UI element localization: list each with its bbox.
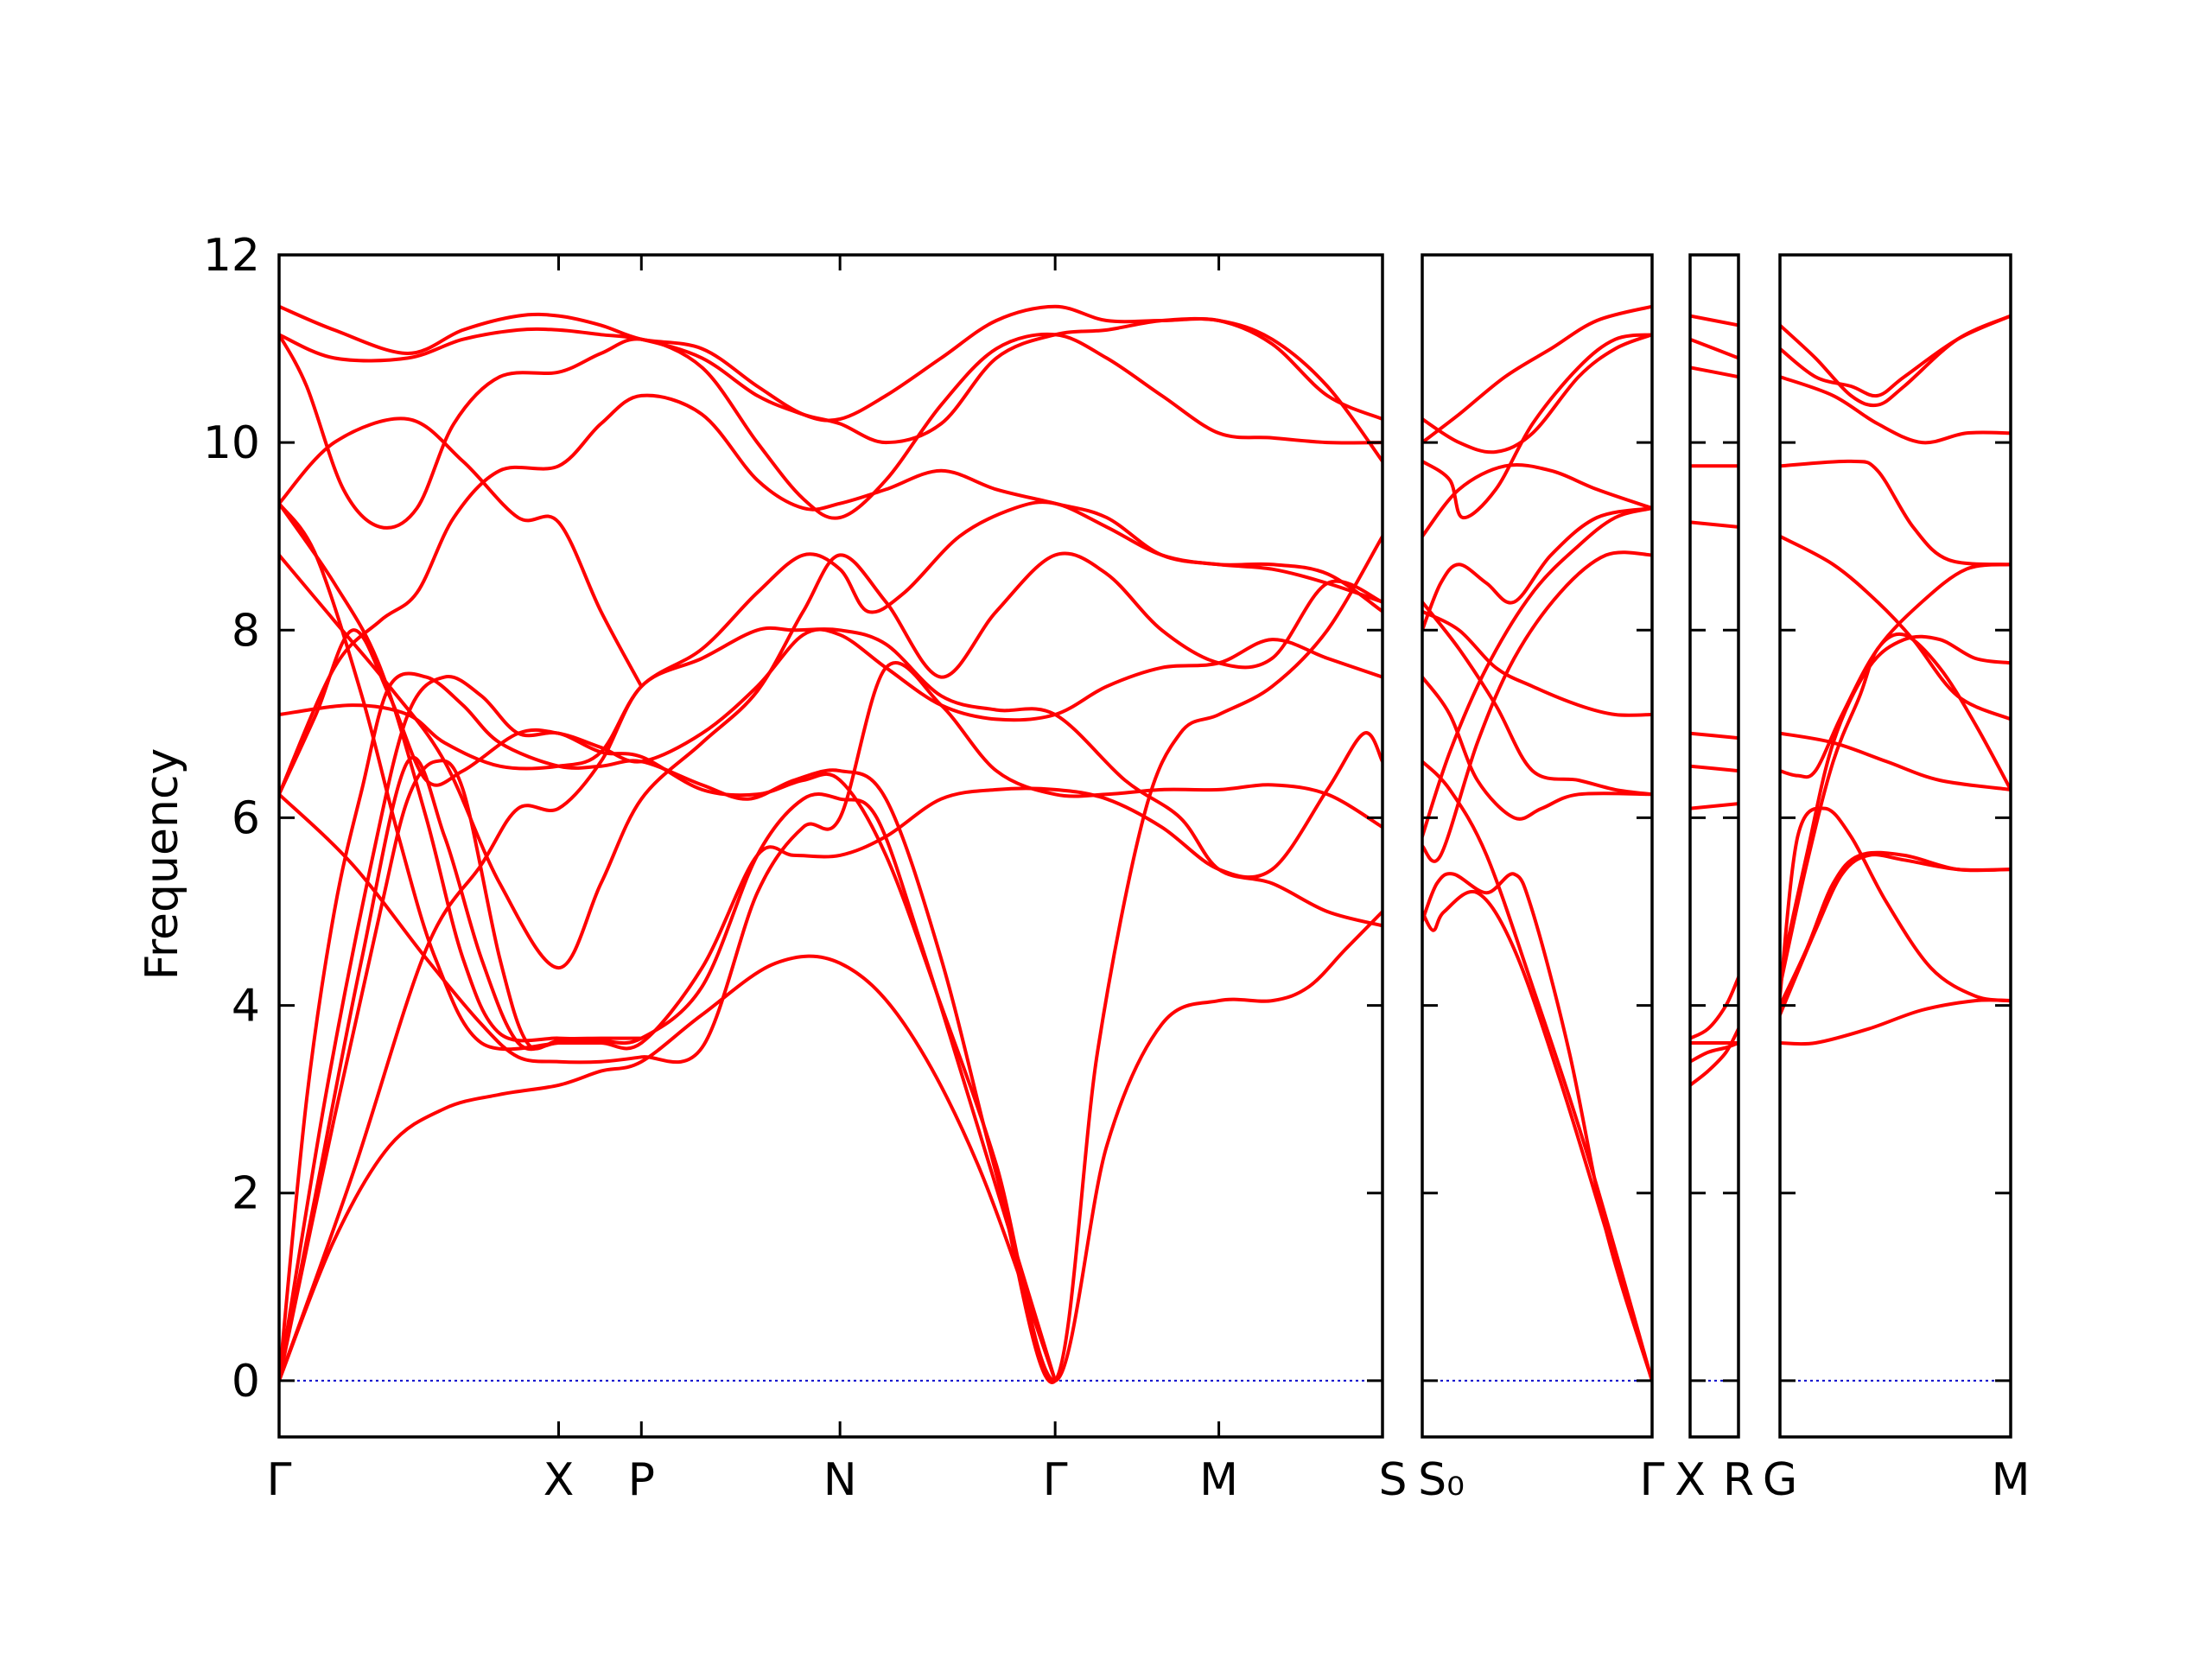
- band-line-7: [1422, 550, 1652, 863]
- band-line-12: [279, 501, 644, 1043]
- x-tick-label: M: [1992, 1454, 2031, 1506]
- panel-2: S₀ Γ: [1418, 253, 1665, 1506]
- band-line-10: [1780, 459, 2011, 567]
- band-line-13: [279, 501, 561, 1052]
- band-line-14: [279, 416, 644, 689]
- band-group: [1422, 304, 1652, 1382]
- band-line-5: [1690, 802, 1738, 810]
- band-line-8: [1690, 520, 1738, 529]
- band-line-3: [1780, 850, 2011, 1007]
- band-line-12: [1422, 333, 1652, 454]
- band-line-1: [1422, 889, 1652, 1382]
- x-tick-label: X: [543, 1454, 575, 1506]
- panel-frame: [1421, 253, 1654, 1439]
- band-line-13: [1780, 314, 2011, 408]
- band-line-5: [279, 675, 1382, 1382]
- band-line-11: [1780, 375, 2011, 445]
- band-line-3: [279, 731, 1382, 1382]
- x-tick-label: S: [1378, 1454, 1407, 1506]
- band-line-9: [1422, 506, 1652, 632]
- y-tick-label: 2: [232, 1168, 260, 1220]
- x-tick-label: S₀: [1418, 1454, 1465, 1506]
- y-tick-label: 6: [232, 792, 260, 844]
- band-line-3: [1422, 760, 1652, 1382]
- band-line-11: [1690, 337, 1738, 360]
- y-tick-label: 10: [203, 417, 260, 469]
- band-line-10: [1422, 462, 1652, 538]
- x-tick-label: N: [823, 1454, 857, 1506]
- x-tick-label: X: [1675, 1454, 1706, 1506]
- x-tick-label: P: [628, 1454, 655, 1506]
- y-tick-label: 4: [232, 981, 260, 1033]
- y-tick-label: 0: [232, 1356, 260, 1408]
- band-line-2: [1780, 853, 2011, 1017]
- band-line-4: [1422, 675, 1652, 821]
- band-line-5: [1422, 600, 1652, 797]
- band-line-8: [279, 393, 1382, 797]
- band-line-2: [279, 626, 1382, 1382]
- band-line-6: [1780, 634, 2011, 979]
- band-line-7: [1780, 563, 2011, 779]
- band-line-9: [1780, 534, 2011, 721]
- band-line-1: [1780, 998, 2011, 1046]
- band-line-4: [1690, 976, 1738, 1040]
- y-tick-label: 8: [232, 605, 260, 657]
- band-line-7: [279, 660, 1382, 1065]
- band-line-17: [279, 332, 1382, 530]
- band-line-6: [279, 534, 1382, 1384]
- x-tick-label: Γ: [1043, 1454, 1068, 1506]
- band-line-16: [279, 304, 1382, 423]
- band-line-7: [1690, 731, 1738, 741]
- band-line-8: [1780, 731, 2011, 791]
- x-tick-label: M: [1199, 1454, 1238, 1506]
- y-tick-label: 12: [203, 230, 260, 282]
- band-group: [1780, 314, 2011, 1046]
- band-line-6: [1422, 609, 1652, 717]
- band-line-1: [279, 954, 1058, 1382]
- band-line-10: [279, 500, 1382, 771]
- band-line-13: [1422, 304, 1652, 445]
- band-line-8: [1422, 506, 1652, 839]
- panel-frame: [277, 253, 1384, 1439]
- band-line-4: [1780, 806, 2011, 1003]
- band-line-1: [1690, 1027, 1738, 1087]
- band-line-6: [1690, 764, 1738, 773]
- x-tick-label: R: [1723, 1454, 1754, 1506]
- band-line-4: [279, 759, 1058, 1382]
- panel-frame: [1778, 253, 2012, 1439]
- x-tick-label: G: [1763, 1454, 1797, 1506]
- x-tick-label: Γ: [267, 1454, 292, 1506]
- band-line-11: [279, 551, 1382, 970]
- band-line-2: [1422, 872, 1652, 1382]
- band-line-11: [1422, 333, 1652, 520]
- band-line-12: [1690, 314, 1738, 327]
- panel-frame: [1688, 253, 1740, 1439]
- y-axis-label: Frequency: [137, 748, 188, 981]
- x-tick-label: Γ: [1640, 1454, 1665, 1506]
- band-group: [1690, 314, 1738, 1087]
- band-group: [279, 304, 1382, 1384]
- band-line-10: [1690, 365, 1738, 379]
- band-line-2: [1690, 1041, 1738, 1064]
